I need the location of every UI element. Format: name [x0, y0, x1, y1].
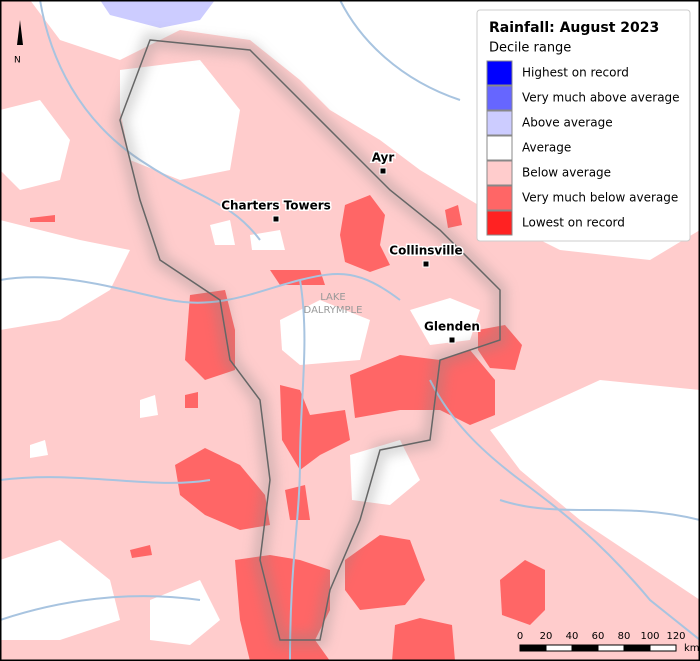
- lake-label: LAKE: [320, 292, 346, 303]
- scale-unit: km: [684, 643, 700, 654]
- legend-box: [476, 9, 691, 242]
- legend-label: Average: [522, 141, 571, 155]
- legend-swatch: [486, 85, 513, 111]
- scale-segment: [597, 644, 625, 652]
- towns: Ayr Charters Towers Collinsville Glenden: [220, 149, 481, 344]
- town-marker: [422, 260, 430, 268]
- north-label: N: [14, 56, 21, 66]
- legend-swatch: [486, 135, 513, 161]
- scale-label: 60: [592, 631, 605, 642]
- scale-label: 120: [666, 631, 685, 642]
- legend-label: Above average: [522, 116, 613, 130]
- scale-label: 100: [640, 631, 659, 642]
- legend-title: Rainfall: August 2023: [489, 20, 659, 36]
- legend-label: Below average: [522, 166, 611, 180]
- legend-subtitle: Decile range: [489, 41, 571, 56]
- legend-label: Highest on record: [522, 66, 629, 80]
- scale-label: 20: [540, 631, 553, 642]
- town-marker: [379, 167, 387, 175]
- legend-label: Very much above average: [522, 91, 680, 105]
- scale-label: 40: [566, 631, 579, 642]
- town-label: Collinsville: [389, 244, 462, 258]
- above-average-area: [100, 0, 215, 28]
- very-much-below-areas: [30, 195, 545, 661]
- scale-segment: [649, 644, 677, 652]
- basin-boundary: [119, 39, 501, 641]
- town-marker: [448, 336, 456, 344]
- scale-segment: [623, 644, 651, 652]
- scale-segment: [545, 644, 573, 652]
- legend-swatch: [486, 210, 513, 236]
- town-label: Ayr: [372, 151, 395, 165]
- scale-label: 0: [517, 631, 523, 642]
- north-arrow: [17, 20, 23, 45]
- lake-label: DALRYMPLE: [304, 305, 363, 316]
- legend-label: Very much below average: [522, 191, 678, 205]
- scale-segment: [519, 644, 547, 652]
- legend-label: Lowest on record: [522, 216, 625, 230]
- legend-swatch: [486, 110, 513, 136]
- scale-label: 80: [618, 631, 631, 642]
- town-label: Glenden: [424, 320, 480, 334]
- scale-segment: [571, 644, 599, 652]
- town-marker: [272, 215, 280, 223]
- legend-items: Highest on record Very much above average…: [486, 60, 680, 236]
- town-label: Charters Towers: [221, 199, 331, 213]
- legend-swatch: [486, 60, 513, 86]
- legend-swatch: [486, 160, 513, 186]
- legend-swatch: [486, 185, 513, 211]
